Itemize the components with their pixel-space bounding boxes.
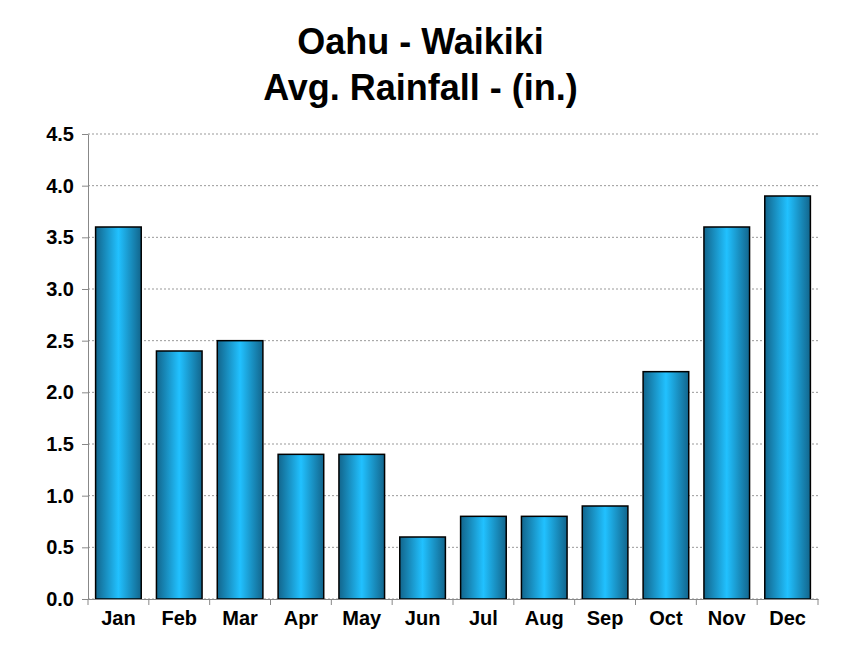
x-separator [574,599,575,605]
y-tick-mark [82,444,88,445]
x-tick-label: Apr [284,607,319,629]
x-tick-label: Sep [587,607,624,629]
x-tick: Jul [469,599,498,629]
bar [217,341,263,599]
y-tick-label: 1.5 [46,433,74,455]
y-tick-mark [82,134,88,135]
x-tick-label: Nov [708,607,747,629]
y-tick: 1.0 [46,485,88,507]
y-tick-label: 3.0 [46,278,74,300]
x-tick: Jun [405,599,441,629]
y-tick-mark [82,186,88,187]
bar [278,454,324,599]
x-axis: Jan Feb Mar Apr May Jun Jul Aug Sep Oct Nov Dec [88,599,819,629]
x-tick-label: Mar [222,607,258,629]
bar [704,227,750,599]
x-tick-label: Aug [525,607,564,629]
y-axis: 0.0 0.5 1.0 1.5 2.0 2.5 3.0 3.5 4.0 4.5 [46,123,88,610]
y-tick: 2.5 [46,330,88,352]
x-separator [392,599,393,605]
bars [96,196,811,599]
x-separator [148,599,149,605]
x-tick: Jan [101,599,135,629]
x-separator [270,599,271,605]
y-tick-mark [82,547,88,548]
x-separator [635,599,636,605]
grid-line [88,134,818,135]
x-separator [696,599,697,605]
y-tick-label: 2.5 [46,330,74,352]
y-tick: 2.0 [46,381,88,403]
y-tick-label: 0.5 [46,536,74,558]
y-tick-mark [82,341,88,342]
chart: Oahu - WaikikiAvg. Rainfall - (in.)0.00.… [0,0,841,668]
x-tick-label: Dec [769,607,806,629]
x-separator [209,599,210,605]
bar [96,227,142,599]
bar [521,516,567,599]
x-separator [513,599,514,605]
y-tick-label: 1.0 [46,485,74,507]
y-tick-mark [82,496,88,497]
x-tick: Nov [708,599,747,629]
y-tick: 4.0 [46,175,88,197]
grid-line [88,185,818,186]
x-tick: Dec [769,599,806,629]
y-tick-mark [82,289,88,290]
plot-area: 0.0 0.5 1.0 1.5 2.0 2.5 3.0 3.5 4.0 4.5 Jan Feb Mar A… [46,123,818,629]
bar [582,506,628,599]
subtitle: Avg. Rainfall - (in.) [263,67,578,108]
x-tick: May [342,599,382,629]
y-tick: 4.5 [46,123,88,145]
x-separators [88,599,818,605]
x-tick: Feb [161,599,197,629]
y-tick-label: 3.5 [46,226,74,248]
x-separator [757,599,758,605]
x-separator [331,599,332,605]
x-tick: Sep [587,599,624,629]
y-tick: 1.5 [46,433,88,455]
x-tick-label: Oct [649,607,683,629]
x-tick: Oct [649,599,683,629]
y-axis-line [88,135,89,600]
title: Oahu - Waikiki [297,21,544,62]
x-separator [453,599,454,605]
bar [643,372,689,599]
y-tick-label: 2.0 [46,381,74,403]
x-separator [818,599,819,605]
x-tick: Mar [222,599,258,629]
bar [461,516,507,599]
y-tick: 0.0 [46,588,88,610]
bar [156,351,202,599]
y-tick: 3.5 [46,226,88,248]
y-tick-label: 0.0 [46,588,74,610]
x-tick-label: Feb [161,607,197,629]
y-tick-label: 4.0 [46,175,74,197]
y-tick: 3.0 [46,278,88,300]
x-tick-label: Jun [405,607,441,629]
y-tick-mark [82,237,88,238]
bar [339,454,385,599]
bar [400,537,446,599]
y-tick-label: 4.5 [46,123,74,145]
bar [765,196,811,599]
x-tick-label: Jan [101,607,135,629]
y-tick-mark [82,392,88,393]
grid [88,134,818,599]
x-tick-label: Jul [469,607,498,629]
y-tick: 0.5 [46,536,88,558]
x-tick-label: May [342,607,382,629]
x-tick: Apr [284,599,319,629]
x-tick: Aug [525,599,564,629]
x-separator [88,599,89,605]
y-tick-mark [82,599,88,600]
